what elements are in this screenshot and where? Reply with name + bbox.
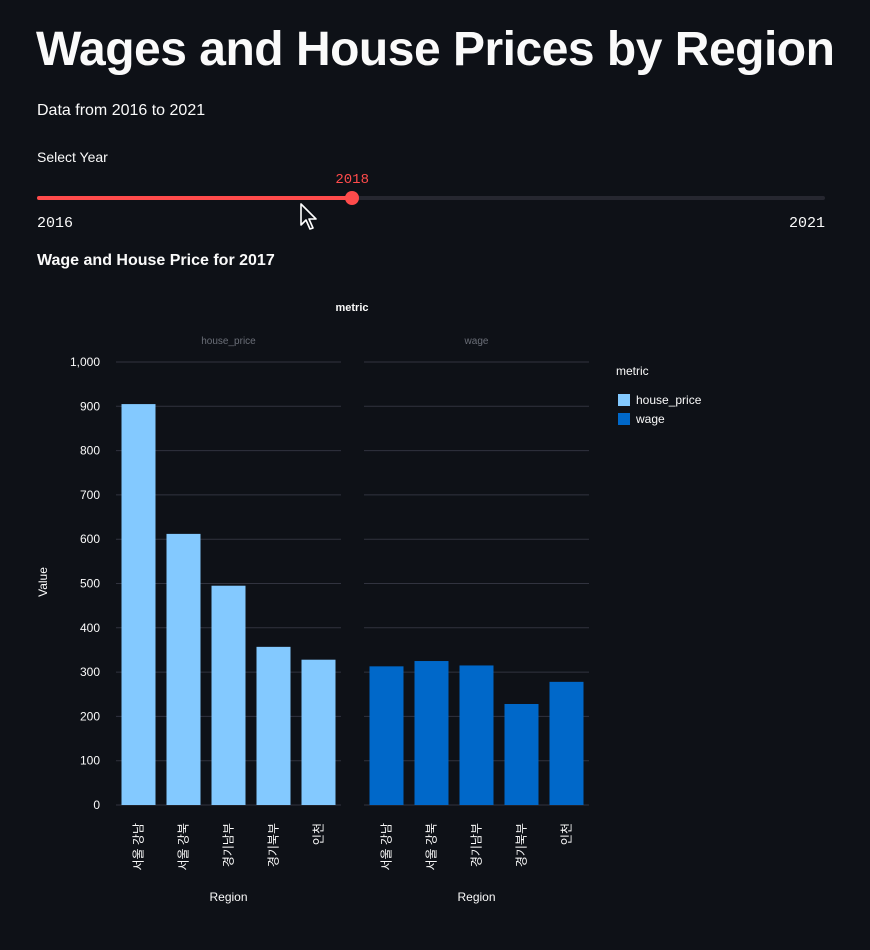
mouse-pointer-icon (300, 203, 317, 230)
y-tick-label: 100 (80, 754, 100, 768)
y-tick-label: 300 (80, 665, 100, 679)
slider-min-label: 2016 (37, 215, 74, 232)
y-tick-label: 800 (80, 444, 100, 458)
slider-fill (37, 196, 353, 200)
year-slider-label: Select Year (37, 149, 108, 165)
x-tick-label: 인천 (559, 823, 574, 845)
y-tick-label: 400 (80, 621, 100, 635)
facet-label: wage (464, 336, 489, 347)
legend-label-wage: wage (635, 412, 665, 426)
legend-swatch-wage (618, 413, 630, 425)
y-tick-label: 700 (80, 488, 100, 502)
page-subtitle: Data from 2016 to 2021 (37, 102, 206, 119)
x-tick-label: 서울 강북 (425, 823, 439, 871)
bar-house_price-1 (166, 533, 201, 805)
y-tick-label: 1,000 (70, 355, 100, 369)
page-title: Wages and House Prices by Region (36, 23, 835, 76)
legend-title: metric (616, 364, 649, 378)
y-tick-label: 0 (93, 798, 100, 812)
y-axis-title: Value (36, 567, 50, 597)
x-tick-label: 인천 (311, 823, 326, 845)
x-axis-title: Region (209, 890, 247, 904)
bar-wage-1 (414, 661, 449, 805)
slider-track[interactable] (37, 196, 825, 200)
bar-wage-0 (369, 666, 404, 805)
bar-house_price-0 (121, 404, 156, 805)
facet-label: house_price (201, 336, 256, 347)
y-tick-label: 900 (80, 399, 100, 413)
bar-wage-2 (459, 665, 494, 805)
legend-swatch-house_price (618, 394, 630, 406)
year-slider[interactable]: 2018 2016 2021 (37, 172, 825, 232)
x-axis-title: Region (457, 890, 495, 904)
x-tick-label: 경기남부 (222, 823, 236, 867)
slider-current-value: 2018 (335, 172, 369, 188)
bar-house_price-2 (211, 585, 246, 805)
x-tick-label: 서울 강남 (132, 823, 146, 871)
y-tick-label: 600 (80, 532, 100, 546)
x-tick-label: 경기남부 (470, 823, 484, 867)
x-tick-label: 경기북부 (515, 823, 529, 867)
x-tick-label: 경기북부 (267, 823, 281, 867)
x-tick-label: 서울 강북 (177, 823, 191, 871)
bar-wage-4 (549, 681, 584, 805)
bar-house_price-3 (256, 646, 291, 805)
slider-max-label: 2021 (788, 215, 825, 232)
chart-heading: Wage and House Price for 2017 (37, 252, 275, 269)
facet-header: metric (335, 302, 368, 314)
slider-thumb[interactable] (345, 191, 360, 205)
y-tick-label: 200 (80, 709, 100, 723)
x-tick-label: 서울 강남 (380, 823, 394, 871)
y-tick-label: 500 (80, 577, 100, 591)
bar-wage-3 (504, 703, 539, 805)
legend-label-house_price: house_price (636, 393, 702, 407)
bar-chart: metric house_price 서울 강남 서울 강북 경기남부 경기북부 인천 Reg… (36, 302, 702, 904)
bar-house_price-4 (301, 659, 336, 805)
